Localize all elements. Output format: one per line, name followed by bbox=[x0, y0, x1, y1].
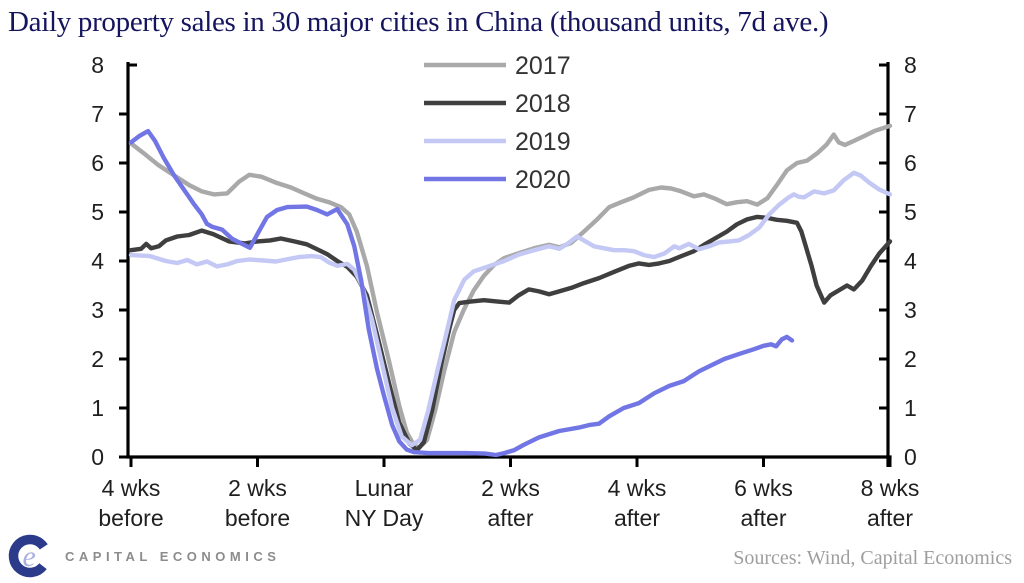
legend-item-2020: 2020 bbox=[424, 166, 571, 194]
y-tick-label-left: 0 bbox=[91, 444, 104, 470]
series-line-2018 bbox=[128, 214, 893, 453]
legend-label-2017: 2017 bbox=[515, 52, 571, 80]
y-tick-label-left: 2 bbox=[91, 346, 104, 372]
logo-wordmark: CAPITAL ECONOMICS bbox=[65, 548, 281, 564]
y-tick-label-right: 0 bbox=[904, 444, 917, 470]
x-tick-label: Lunar NY Day bbox=[345, 475, 424, 531]
series-line-2019 bbox=[128, 170, 893, 448]
legend-item-2017: 2017 bbox=[424, 52, 571, 80]
capital-economics-logo: e CAPITAL ECONOMICS bbox=[6, 531, 280, 581]
legend-item-2019: 2019 bbox=[424, 128, 571, 156]
chart-title: Daily property sales in 30 major cities … bbox=[8, 6, 829, 38]
x-tick-label: 2 wks after bbox=[481, 475, 540, 531]
x-tick-label: 2 wks before bbox=[225, 475, 290, 531]
y-tick-label-right: 4 bbox=[904, 248, 917, 274]
legend-label-2019: 2019 bbox=[515, 128, 571, 156]
y-tick-label-left: 4 bbox=[91, 248, 104, 274]
y-tick-label-right: 5 bbox=[904, 199, 917, 225]
y-tick-label-left: 6 bbox=[91, 150, 104, 176]
y-tick-label-left: 3 bbox=[91, 297, 104, 323]
sources-note: Sources: Wind, Capital Economics bbox=[733, 547, 1012, 569]
y-tick-label-left: 7 bbox=[91, 101, 104, 127]
y-tick-label-left: 8 bbox=[91, 52, 104, 78]
legend: 2017 2018 2019 2020 bbox=[424, 52, 571, 194]
y-tick-label-right: 6 bbox=[904, 150, 917, 176]
series-line-2017 bbox=[128, 123, 893, 451]
y-tick-label-left: 1 bbox=[91, 395, 104, 421]
y-tick-label-right: 1 bbox=[904, 395, 917, 421]
legend-label-2018: 2018 bbox=[515, 90, 571, 118]
y-tick-label-right: 7 bbox=[904, 101, 917, 127]
y-tick-label-right: 3 bbox=[904, 297, 917, 323]
x-tick-label: 6 wks after bbox=[734, 475, 793, 531]
y-tick-label-right: 8 bbox=[904, 52, 917, 78]
series-line-2020 bbox=[128, 128, 795, 458]
legend-label-2020: 2020 bbox=[515, 166, 571, 194]
x-tick-label: 4 wks before bbox=[98, 475, 163, 531]
x-tick-label: 4 wks after bbox=[608, 475, 667, 531]
svg-text:e: e bbox=[23, 540, 36, 573]
y-tick-label-left: 5 bbox=[91, 199, 104, 225]
x-tick-label: 8 wks after bbox=[861, 475, 920, 531]
y-tick-label-right: 2 bbox=[904, 346, 917, 372]
legend-item-2018: 2018 bbox=[424, 90, 571, 118]
logo-ce-icon: e bbox=[8, 534, 52, 578]
